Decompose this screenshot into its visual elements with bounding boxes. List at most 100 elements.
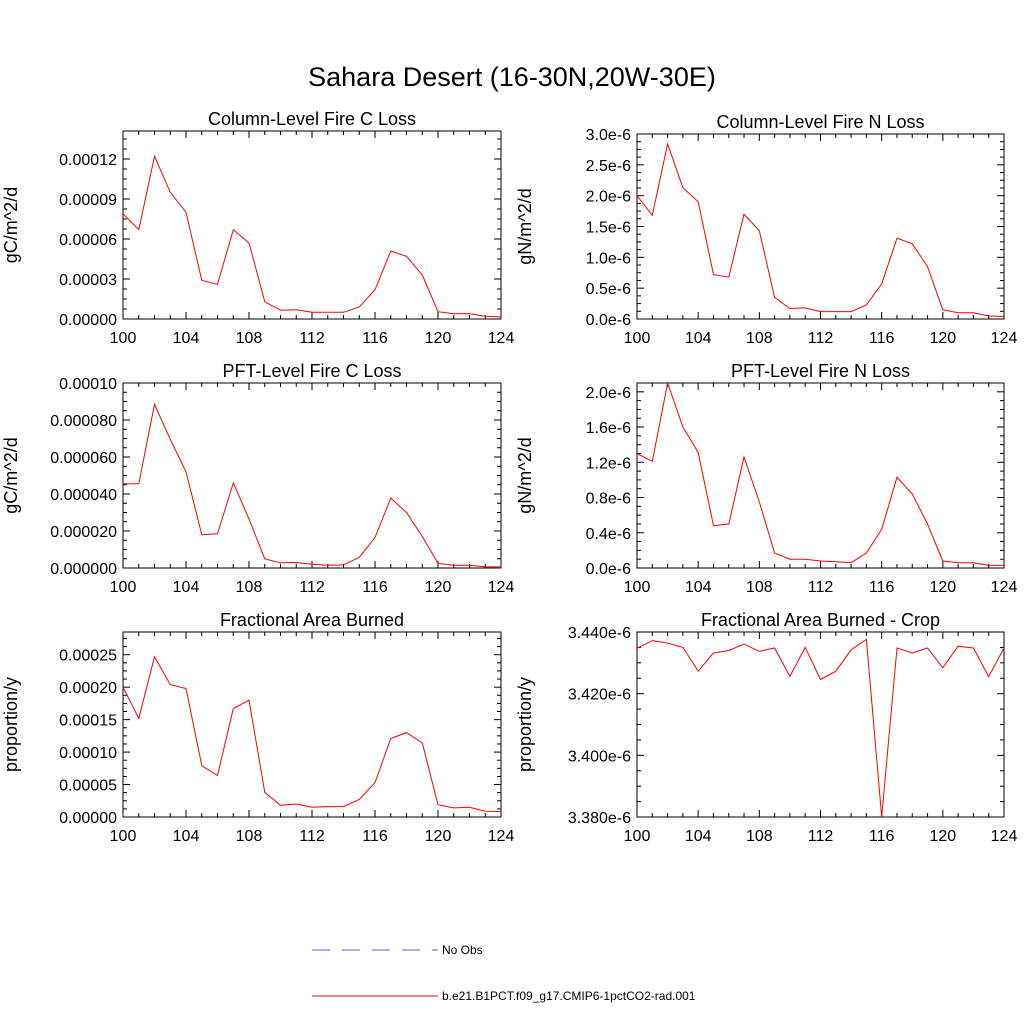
- x-tick-label: 112: [808, 330, 834, 347]
- x-tick-label: 120: [929, 579, 956, 596]
- y-tick-label: 0.00005: [59, 778, 117, 795]
- panel-title: Fractional Area Burned - Crop: [701, 610, 940, 630]
- y-tick-label: 0.00006: [59, 232, 117, 249]
- y-axis-label: gC/m^2/d: [1, 187, 21, 263]
- legend: No Obs b.e21.B1PCT.f09_g17.CMIP6-1pctCO2…: [312, 943, 696, 1003]
- plot-frame: [636, 382, 1005, 569]
- y-axis-label: gC/m^2/d: [1, 437, 21, 513]
- x-tick-label: 100: [110, 330, 137, 347]
- panel-title: PFT-Level Fire C Loss: [222, 361, 401, 381]
- x-tick-label: 116: [869, 579, 895, 596]
- panel-title: Fractional Area Burned: [220, 610, 404, 630]
- y-tick-label: 0.4e-6: [586, 526, 631, 543]
- y-tick-label: 3.400e-6: [568, 748, 631, 765]
- panels: Column-Level Fire C Loss gC/m^2/d 100 104 10…: [1, 109, 1017, 845]
- series-line: [636, 381, 1004, 566]
- x-tick-label: 100: [624, 330, 651, 347]
- y-tick-label: 0.00000: [59, 312, 117, 329]
- x-tick-label: 100: [110, 828, 137, 845]
- y-tick-label: 2.5e-6: [586, 158, 631, 175]
- y-tick-label: 0.00025: [59, 648, 117, 665]
- x-tick-label: 120: [425, 330, 452, 347]
- x-tick-label: 108: [236, 579, 263, 596]
- y-tick-label: 0.0e-6: [586, 561, 631, 578]
- x-tick-label: 104: [685, 828, 712, 845]
- panel-title: Column-Level Fire N Loss: [716, 112, 924, 132]
- figure-title: Sahara Desert (16-30N,20W-30E): [308, 62, 716, 92]
- y-axis-label: gN/m^2/d: [515, 188, 535, 264]
- y-tick-label: 0.00010: [59, 745, 117, 762]
- y-tick-label: 0.000000: [50, 561, 117, 578]
- panel-3: PFT-Level Fire C Loss gC/m^2/d 100 104 108 11…: [1, 361, 514, 596]
- y-tick-label: 0.000040: [50, 487, 117, 504]
- x-tick-label: 124: [991, 579, 1018, 596]
- y-tick-label: 0.000020: [50, 524, 117, 541]
- plot-frame: [122, 631, 502, 818]
- x-tick-label: 108: [236, 330, 263, 347]
- plot-frame: [636, 133, 1005, 320]
- x-tick-label: 124: [488, 828, 515, 845]
- y-axis-label: proportion/y: [1, 677, 21, 772]
- y-axis-label: proportion/y: [515, 677, 535, 772]
- y-tick-label: 0.5e-6: [586, 281, 631, 298]
- y-tick-label: 0.000060: [50, 450, 117, 467]
- x-tick-label: 116: [869, 330, 895, 347]
- x-tick-label: 108: [746, 828, 773, 845]
- y-tick-label: 0.00003: [59, 272, 117, 289]
- y-tick-label: 3.440e-6: [568, 625, 631, 642]
- y-tick-label: 0.8e-6: [586, 491, 631, 508]
- series-line: [636, 142, 1005, 317]
- panel-title: Column-Level Fire C Loss: [208, 109, 416, 129]
- x-tick-label: 108: [746, 330, 773, 347]
- y-tick-label: 3.380e-6: [568, 810, 631, 827]
- plot-frame: [122, 382, 502, 569]
- series-line: [122, 154, 502, 318]
- x-tick-label: 120: [425, 828, 452, 845]
- y-tick-label: 3.0e-6: [586, 127, 631, 144]
- panel-6: Fractional Area Burned - Crop proportion/…: [515, 610, 1017, 845]
- plot-frame: [122, 130, 502, 320]
- x-tick-label: 104: [173, 330, 200, 347]
- x-tick-label: 116: [362, 330, 388, 347]
- series-line: [123, 402, 501, 568]
- x-tick-label: 124: [488, 330, 515, 347]
- y-tick-label: 0.00015: [59, 713, 117, 730]
- y-tick-label: 0.00020: [59, 680, 117, 697]
- y-tick-label: 0.000080: [50, 413, 117, 430]
- x-tick-label: 116: [869, 828, 895, 845]
- x-tick-label: 120: [425, 579, 452, 596]
- x-tick-label: 104: [173, 828, 200, 845]
- panel-5: Fractional Area Burned proportion/y 100 104…: [1, 610, 514, 845]
- panel-4: PFT-Level Fire N Loss gN/m^2/d 100 104 108 11…: [515, 361, 1017, 596]
- y-tick-label: 0.00012: [59, 152, 117, 169]
- x-tick-label: 100: [624, 579, 651, 596]
- series-line: [122, 655, 502, 812]
- x-tick-label: 112: [299, 579, 325, 596]
- x-tick-label: 104: [685, 579, 712, 596]
- x-tick-label: 116: [362, 828, 388, 845]
- x-tick-label: 100: [110, 579, 137, 596]
- y-axis-label: gN/m^2/d: [515, 437, 535, 513]
- x-tick-label: 124: [991, 828, 1018, 845]
- y-tick-label: 0.0e-6: [586, 312, 631, 329]
- x-tick-label: 112: [299, 330, 325, 347]
- x-tick-label: 108: [236, 828, 263, 845]
- y-tick-label: 2.0e-6: [586, 385, 631, 402]
- y-tick-label: 0.00009: [59, 192, 117, 209]
- x-tick-label: 112: [299, 828, 325, 845]
- panel-1: Column-Level Fire C Loss gC/m^2/d 100 104 10…: [1, 109, 514, 347]
- panel-2: Column-Level Fire N Loss gN/m^2/d 100 104 10…: [515, 112, 1017, 347]
- x-tick-label: 124: [488, 579, 515, 596]
- y-tick-label: 2.0e-6: [586, 189, 631, 206]
- x-tick-label: 112: [808, 828, 834, 845]
- x-tick-label: 124: [991, 330, 1018, 347]
- x-tick-label: 120: [929, 828, 956, 845]
- y-tick-label: 1.5e-6: [586, 220, 631, 237]
- y-tick-label: 1.0e-6: [586, 250, 631, 267]
- y-tick-label: 0.00010: [59, 376, 117, 393]
- legend-model-label: b.e21.B1PCT.f09_g17.CMIP6-1pctCO2-rad.00…: [442, 989, 696, 1003]
- y-tick-label: 1.2e-6: [586, 455, 631, 472]
- x-tick-label: 104: [173, 579, 200, 596]
- x-tick-label: 112: [808, 579, 834, 596]
